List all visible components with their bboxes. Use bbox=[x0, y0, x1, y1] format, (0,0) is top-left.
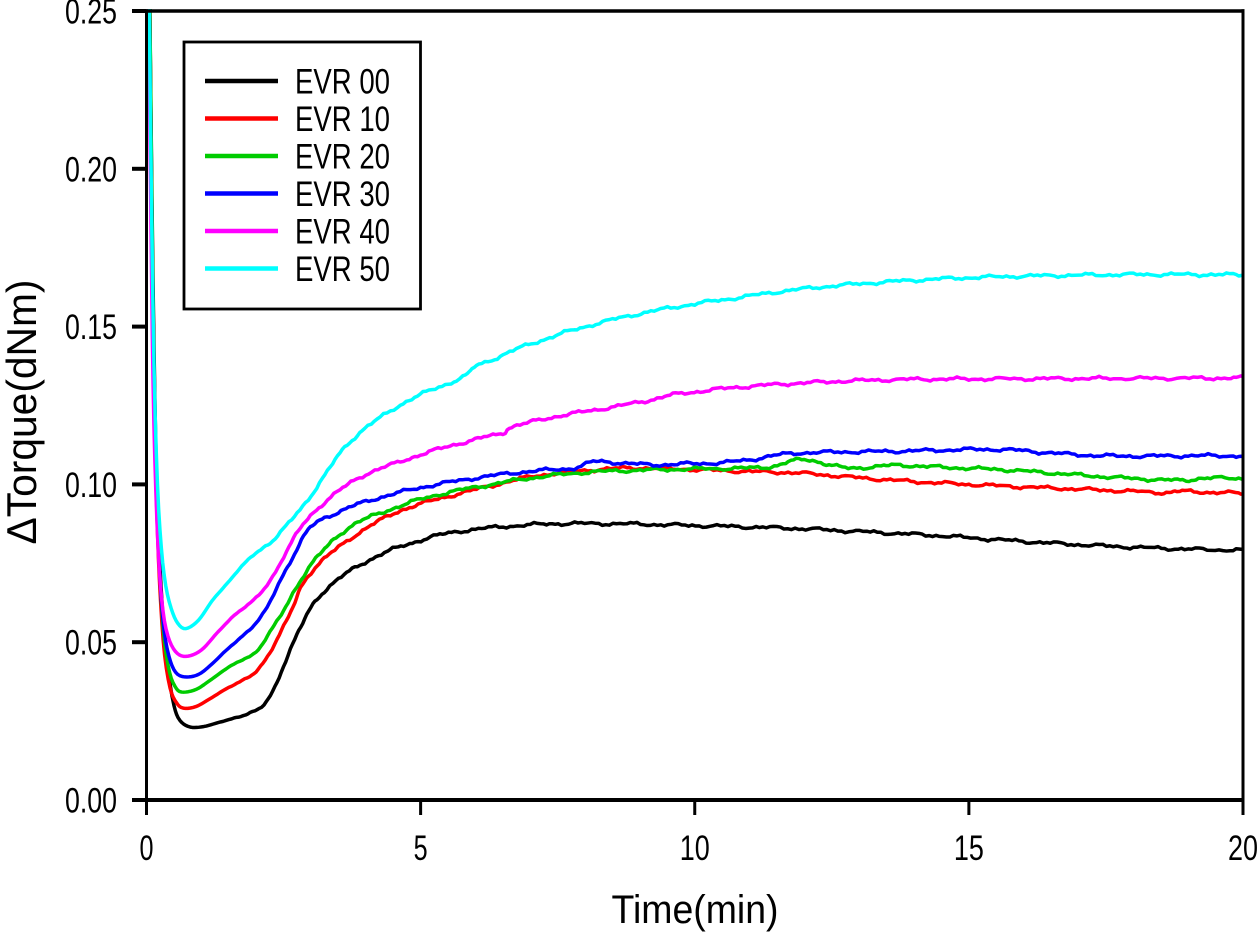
legend-box bbox=[182, 40, 422, 311]
y-tick-label: 0.15 bbox=[65, 308, 117, 347]
legend-label-evr-30: EVR 30 bbox=[295, 175, 390, 214]
series-line-evr-30 bbox=[147, 9, 1245, 679]
series-line-evr-00 bbox=[148, 9, 1245, 730]
legend-label-evr-40: EVR 40 bbox=[295, 213, 390, 252]
x-tick-label: 0 bbox=[140, 829, 154, 868]
x-tick-label: 5 bbox=[414, 829, 428, 868]
y-tick-label: 0.05 bbox=[65, 624, 117, 663]
series-line-evr-20 bbox=[148, 9, 1245, 694]
x-tick-label: 10 bbox=[680, 829, 710, 868]
series-line-evr-10 bbox=[148, 9, 1245, 711]
x-tick-label: 20 bbox=[1228, 829, 1258, 868]
series-line-evr-50 bbox=[147, 9, 1245, 631]
x-tick-label: 15 bbox=[954, 829, 984, 868]
legend-label-evr-20: EVR 20 bbox=[295, 138, 390, 177]
x-axis-title: Time(min) bbox=[612, 888, 779, 932]
y-tick-label: 0.10 bbox=[65, 466, 117, 505]
legend-label-evr-00: EVR 00 bbox=[295, 63, 390, 102]
y-tick-label: 0.20 bbox=[65, 150, 117, 189]
series-line-evr-40 bbox=[146, 9, 1245, 659]
y-tick-label: 0.00 bbox=[65, 782, 117, 821]
y-tick-label: 0.25 bbox=[65, 0, 117, 32]
plot-frame bbox=[145, 9, 1245, 802]
legend-label-evr-10: EVR 10 bbox=[295, 100, 390, 139]
y-axis-title: ΔTorque(dNm) bbox=[0, 280, 45, 545]
legend-label-evr-50: EVR 50 bbox=[295, 250, 390, 289]
series-lines bbox=[146, 9, 1245, 730]
